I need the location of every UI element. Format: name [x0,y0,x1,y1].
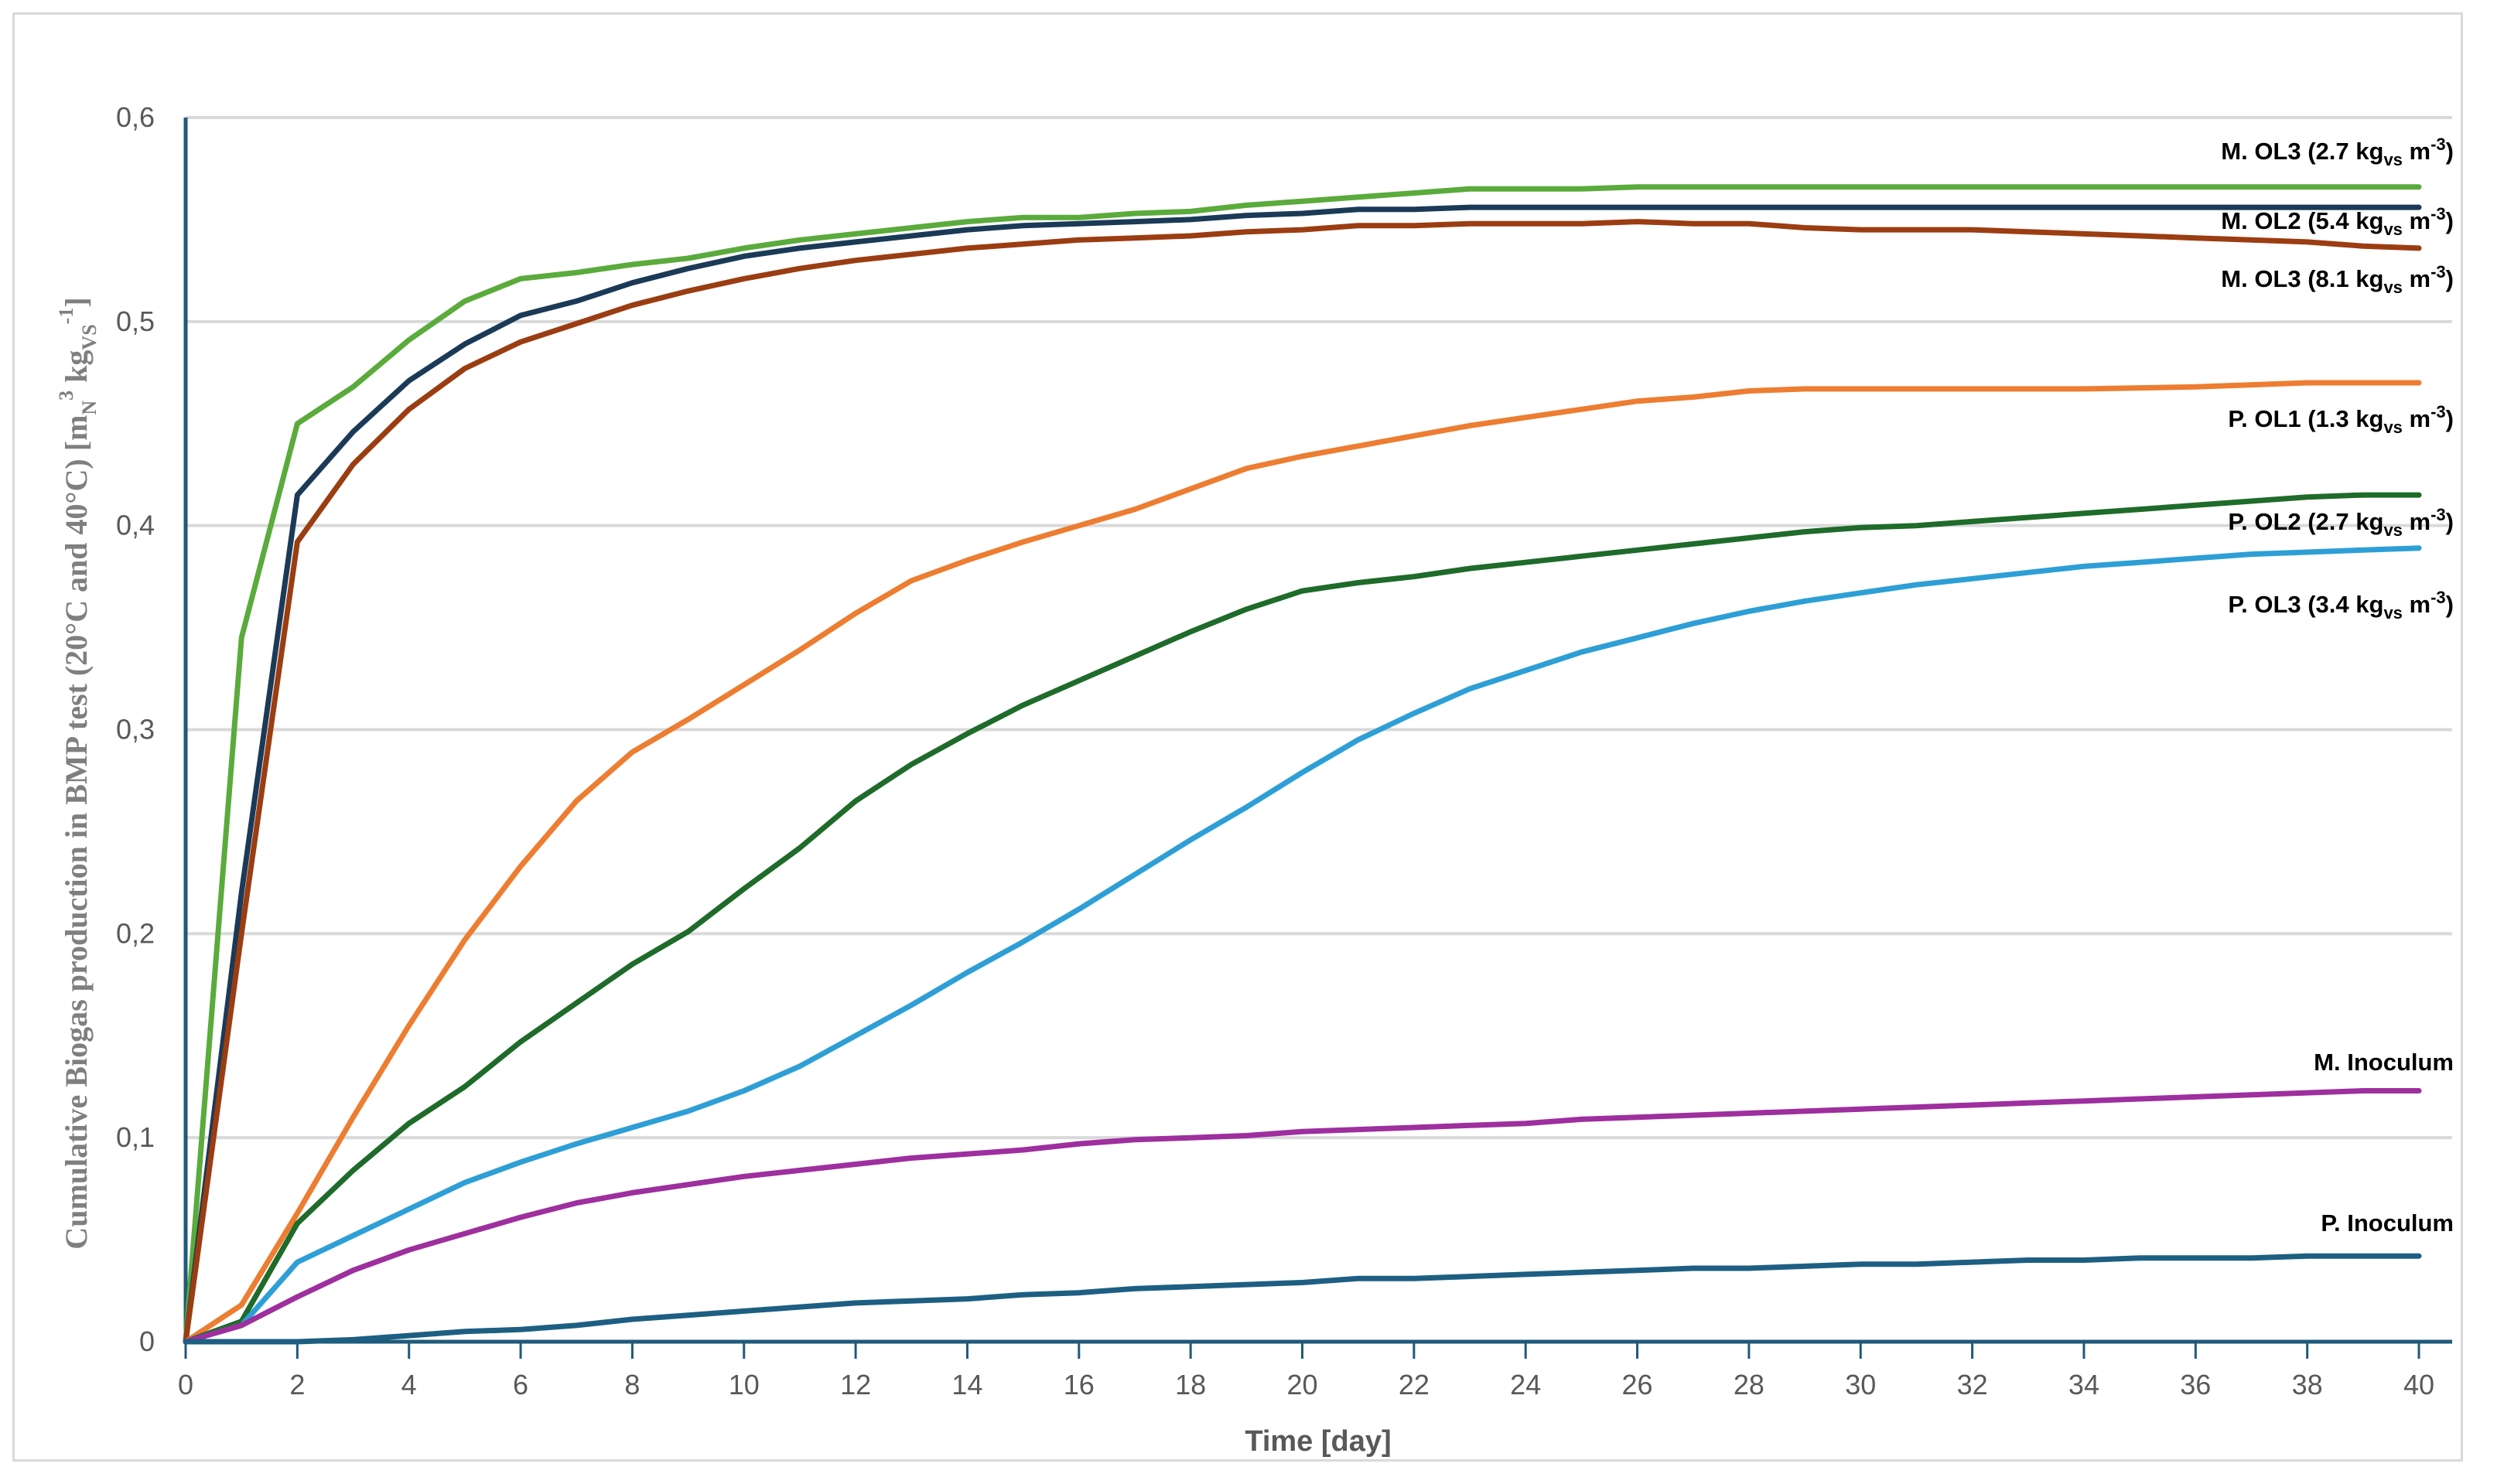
x-tick-label: 6 [513,1369,528,1400]
x-tick-label: 28 [1734,1369,1764,1400]
x-tick-label: 30 [1845,1369,1876,1400]
y-axis-title-sup-m1: -1 [55,308,77,325]
y-tick-label: 0,3 [116,714,155,745]
series-label-6: P. OL3 (3.4 kgvs m-3) [2228,588,2454,623]
x-tick-label: 40 [2403,1369,2434,1400]
x-tick-label: 16 [1064,1369,1095,1400]
y-axis-title: Cumulative Biogas production in BMP test… [55,297,101,1249]
series-labels: M. OL3 (2.7 kgvs m-3) M. OL2 (5.4 kgvs m-… [2221,135,2454,1237]
x-tick-label: 22 [1399,1369,1430,1400]
x-tick-label: 26 [1622,1369,1653,1400]
series-label-1: M. OL3 (2.7 kgvs m-3) [2221,135,2454,169]
y-axis-title-sub-n: N [78,401,101,415]
y-tick-label: 0,2 [116,917,155,949]
x-tick-label: 8 [624,1369,640,1400]
x-tick-label: 14 [951,1369,982,1400]
axes [183,118,2452,1359]
x-axis-title: Time [day] [1245,1425,1391,1458]
series-line-8 [183,1253,2422,1345]
y-axis-title-sup-3: 3 [55,391,77,401]
x-tick-label: 4 [401,1369,417,1400]
y-tick-label: 0,4 [116,510,155,541]
series-line-6 [183,545,2422,1345]
series-line-4 [183,380,2422,1345]
series-label-8: P. Inoculum [2321,1209,2454,1237]
x-tick-label: 34 [2068,1369,2099,1400]
x-tick-label: 20 [1286,1369,1317,1400]
series-label-5: P. OL2 (2.7 kgvs m-3) [2228,505,2454,540]
x-tick-label: 10 [729,1369,760,1400]
x-tick-label: 38 [2292,1369,2323,1400]
x-tick-label: 18 [1175,1369,1206,1400]
series-line-5 [183,492,2422,1345]
series-label-3: M. OL3 (8.1 kgvs m-3) [2221,262,2454,297]
series-line-2 [183,204,2422,1345]
series-label-2: M. OL2 (5.4 kgvs m-3) [2221,204,2454,239]
chart-frame [12,12,2463,1462]
series-line-1 [183,184,2422,1345]
y-tick-label: 0,1 [116,1121,155,1153]
x-tick-label: 12 [840,1369,871,1400]
y-tick-label: 0,5 [116,305,155,337]
y-axis-title-kg: kg [59,350,94,391]
x-tick-label: 0 [178,1369,193,1400]
series-line-7 [183,1088,2422,1345]
y-axis-title-sub-vs: VS [78,324,101,350]
y-tick-labels: 0 0,1 0,2 0,3 0,4 0,5 0,6 [116,101,155,1357]
x-tick-label: 32 [1957,1369,1988,1400]
x-tick-labels: 0 2 4 6 8 10 12 14 16 18 20 22 24 26 28 30 32 34 36 38 40 [178,1369,2434,1400]
series-label-4: P. OL1 (1.3 kgvs m-3) [2228,402,2454,437]
gridlines [186,116,2452,1140]
y-tick-label: 0 [139,1325,155,1357]
x-tick-label: 24 [1510,1369,1541,1400]
series-line-3 [183,219,2422,1345]
x-tick-label: 36 [2180,1369,2211,1400]
y-tick-label: 0,6 [116,101,155,133]
series-label-7: M. Inoculum [2314,1049,2454,1076]
y-axis-title-main: Cumulative Biogas production in BMP test… [59,415,94,1250]
y-axis-title-close: ] [59,297,94,307]
series-lines [183,184,2422,1345]
x-tick-label: 2 [289,1369,305,1400]
